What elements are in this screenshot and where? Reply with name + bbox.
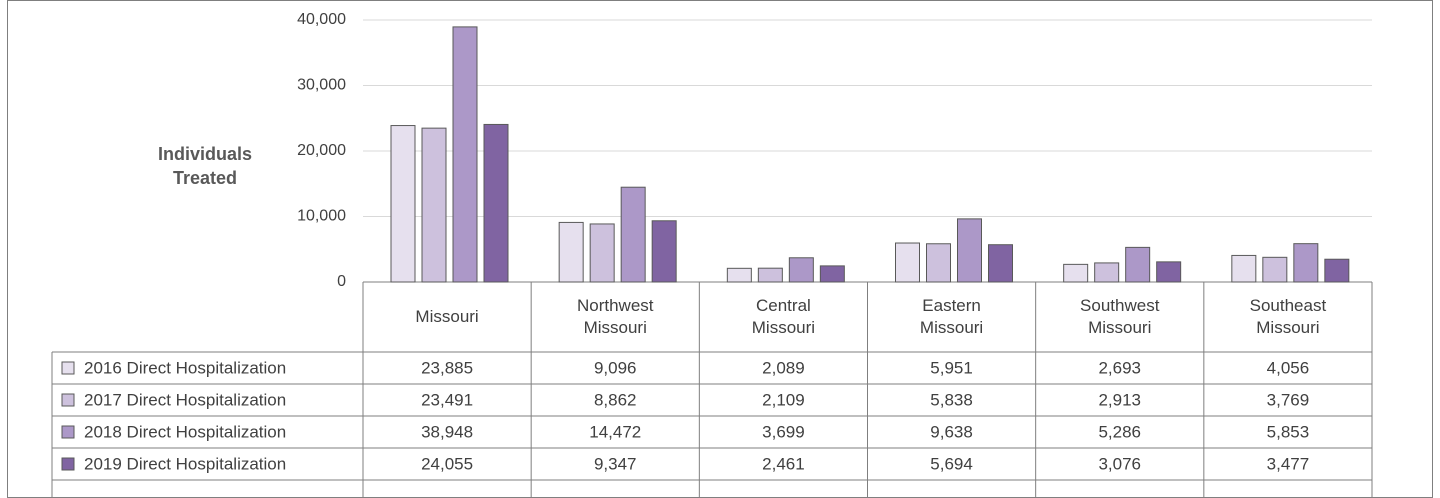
category-text: Eastern Missouri [919,296,984,337]
bar [1262,256,1288,283]
bar [788,257,814,283]
legend-swatch [61,457,75,471]
bar [957,218,982,283]
bar [452,26,478,283]
category-text: Southeast Missouri [1249,296,1327,337]
bar [1125,246,1151,283]
table-value: 8,862 [594,390,637,409]
table-value: 24,055 [421,454,473,473]
bar [589,223,615,283]
table-value: 3,477 [1267,454,1310,473]
table-value: 5,853 [1267,422,1310,441]
bar [926,243,951,283]
x-tick-label: Central Missouri [699,284,867,350]
table-value: 5,951 [930,358,973,377]
table-value: 2,109 [762,390,805,409]
category-text: Missouri [415,307,479,326]
table-value: 38,948 [421,422,473,441]
table-value: 4,056 [1267,358,1310,377]
table-value: 3,076 [1098,454,1141,473]
bar [757,267,783,283]
x-tick-label: Southeast Missouri [1204,284,1372,350]
legend-swatch [61,361,75,375]
y-tick-label: 40,000 [297,11,346,28]
table-value: 9,638 [930,422,973,441]
legend-label: 2016 Direct Hospitalization [84,358,286,377]
bar [726,267,752,283]
table-value: 2,089 [762,358,805,377]
bar [558,221,584,283]
bar [1231,254,1257,283]
bar [819,265,845,283]
table-value: 5,694 [930,454,973,473]
bar [1094,262,1120,283]
y-tick-label: 20,000 [297,142,346,159]
bar [620,186,646,283]
legend-swatch [61,425,75,439]
table-value: 3,769 [1267,390,1310,409]
bar [988,244,1013,283]
table-value: 14,472 [589,422,641,441]
bar [1063,263,1089,283]
table-value: 5,838 [930,390,973,409]
y-tick-label: 10,000 [297,208,346,225]
category-text: Northwest Missouri [576,296,654,337]
y-axis-label: Individuals Treated [157,144,253,188]
y-tick-label: 30,000 [297,77,346,94]
table-value: 23,885 [421,358,473,377]
y-tick-label: 0 [337,273,346,290]
category-text: Southwest Missouri [1080,296,1160,337]
table-value: 2,693 [1098,358,1141,377]
table-value: 3,699 [762,422,805,441]
table-value: 9,096 [594,358,637,377]
bar [390,125,416,283]
bar [895,242,920,283]
legend-label: 2017 Direct Hospitalization [84,390,286,409]
bar [651,220,677,283]
bar [1293,243,1319,283]
bar [483,123,509,283]
legend-swatch [61,393,75,407]
x-tick-label: Missouri [363,284,531,350]
table-value: 5,286 [1098,422,1141,441]
category-text: Central Missouri [751,296,816,337]
table-value: 9,347 [594,454,637,473]
bar [421,127,447,283]
legend-label: 2018 Direct Hospitalization [84,422,286,441]
x-tick-label: Eastern Missouri [868,284,1036,350]
bar [1324,258,1350,283]
table-value: 23,491 [421,390,473,409]
legend-label: 2019 Direct Hospitalization [84,454,286,473]
x-tick-label: Southwest Missouri [1036,284,1204,350]
bar [1156,261,1182,283]
table-value: 2,461 [762,454,805,473]
x-tick-label: Northwest Missouri [531,284,699,350]
table-value: 2,913 [1098,390,1141,409]
